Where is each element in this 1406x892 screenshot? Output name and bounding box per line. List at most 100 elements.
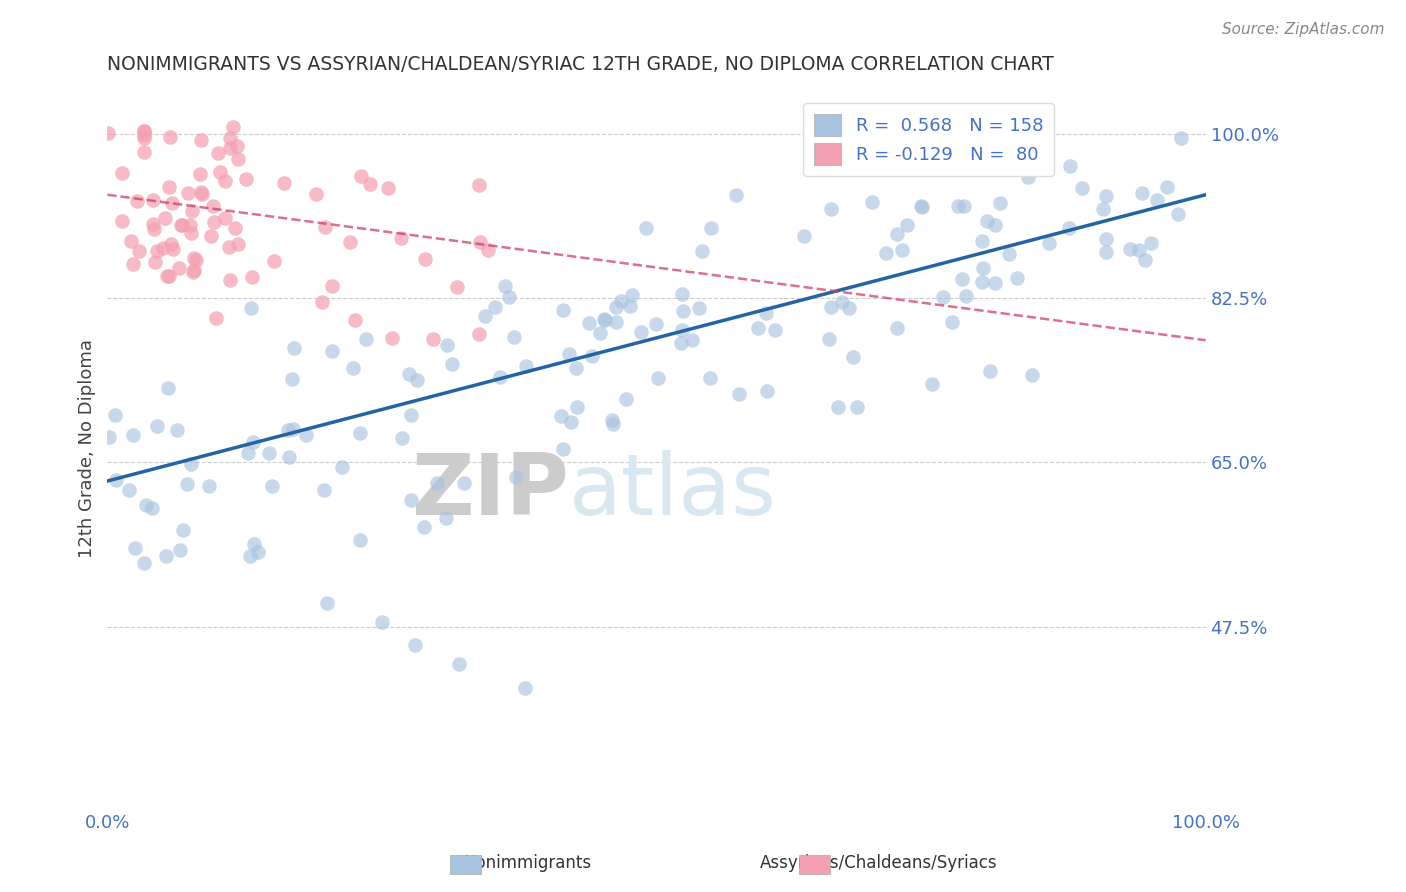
Point: [381, 330, 404, 344]
Point: [560, 415, 582, 429]
Point: [134, 145, 156, 159]
Point: [699, 371, 721, 385]
Point: [1146, 193, 1168, 207]
Point: [1135, 252, 1157, 267]
Point: [97, 430, 120, 444]
Point: [468, 235, 491, 249]
Text: Assyrians/Chaldeans/Syriacs: Assyrians/Chaldeans/Syriacs: [759, 855, 998, 872]
Point: [1140, 235, 1163, 250]
Point: [207, 145, 229, 160]
Point: [747, 321, 769, 335]
Point: [314, 483, 336, 497]
Point: [578, 317, 600, 331]
Point: [321, 278, 343, 293]
Point: [155, 549, 177, 563]
Point: [214, 211, 236, 226]
Point: [305, 187, 328, 202]
Point: [156, 269, 179, 284]
Point: [218, 141, 240, 155]
Point: [190, 186, 212, 201]
Point: [160, 196, 183, 211]
Point: [404, 638, 426, 652]
Point: [197, 479, 219, 493]
Point: [162, 243, 184, 257]
Point: [190, 185, 212, 199]
Point: [330, 459, 353, 474]
Point: [700, 220, 723, 235]
Point: [167, 261, 190, 276]
Point: [441, 357, 464, 371]
Point: [688, 301, 710, 316]
Point: [979, 364, 1001, 378]
Point: [118, 483, 141, 498]
Point: [550, 409, 572, 424]
Point: [281, 422, 304, 436]
Point: [619, 299, 641, 313]
Point: [111, 166, 134, 180]
Point: [921, 377, 943, 392]
Point: [226, 237, 249, 252]
Point: [278, 450, 301, 465]
Point: [135, 498, 157, 512]
Point: [647, 371, 669, 385]
Point: [391, 431, 413, 445]
Point: [1038, 235, 1060, 250]
Point: [755, 384, 778, 398]
Point: [972, 234, 994, 248]
Point: [860, 194, 883, 209]
Point: [1095, 232, 1118, 246]
Point: [169, 543, 191, 558]
Point: [246, 545, 269, 559]
Point: [1059, 159, 1081, 173]
Point: [1021, 368, 1043, 382]
Point: [128, 244, 150, 258]
Point: [132, 128, 155, 142]
Point: [405, 373, 427, 387]
Point: [205, 311, 228, 326]
Point: [105, 473, 128, 487]
Point: [273, 176, 295, 190]
Point: [983, 218, 1005, 232]
Point: [484, 300, 506, 314]
Point: [121, 257, 143, 271]
Point: [820, 301, 842, 315]
Point: [172, 523, 194, 537]
Point: [1130, 186, 1153, 200]
Point: [176, 477, 198, 491]
Point: [236, 446, 259, 460]
Point: [97, 126, 120, 140]
Point: [593, 312, 616, 326]
Point: [321, 343, 343, 358]
Point: [146, 244, 169, 259]
Point: [120, 234, 142, 248]
Point: [948, 199, 970, 213]
Point: [415, 252, 437, 267]
Point: [447, 657, 470, 671]
Point: [446, 279, 468, 293]
Point: [515, 359, 537, 374]
Point: [125, 194, 148, 208]
Point: [181, 265, 204, 279]
Point: [152, 241, 174, 255]
Point: [1095, 244, 1118, 259]
Point: [1070, 181, 1092, 195]
Point: [838, 301, 860, 315]
Point: [970, 275, 993, 289]
Point: [831, 295, 853, 310]
Text: Nonimmigrants: Nonimmigrants: [463, 855, 592, 872]
Point: [242, 537, 264, 551]
Point: [132, 131, 155, 145]
Point: [242, 434, 264, 449]
Point: [209, 165, 232, 179]
Point: [976, 213, 998, 227]
Point: [498, 290, 520, 304]
Point: [166, 423, 188, 437]
Point: [1017, 169, 1039, 184]
Point: [141, 501, 163, 516]
Point: [972, 260, 994, 275]
Point: [755, 305, 778, 319]
Point: [184, 252, 207, 267]
Point: [505, 469, 527, 483]
Point: [884, 154, 907, 169]
Point: [671, 323, 693, 337]
